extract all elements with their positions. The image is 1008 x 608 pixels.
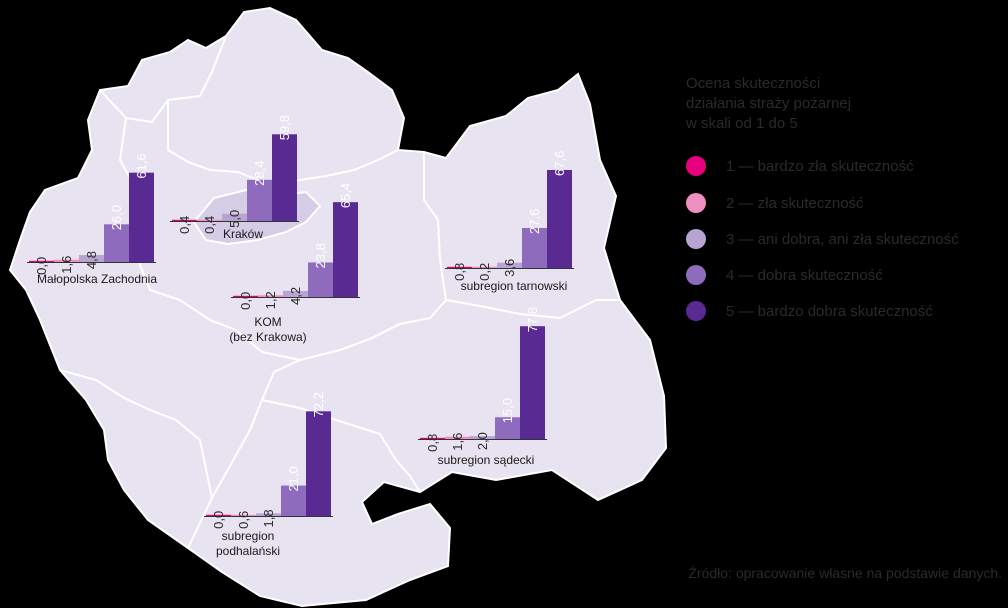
bar-value-label: 2,0: [475, 432, 490, 450]
legend-swatch-4: [686, 265, 706, 285]
legend-item-3: 3 — ani dobra, ani zła skuteczność: [686, 228, 959, 250]
legend-title: Ocena skuteczności działania straży poża…: [686, 75, 852, 132]
bar: [233, 295, 258, 297]
region-label: subregion: [222, 529, 275, 543]
bar-group: 0,0 1,2 4,2 23,8 65,4 KOM(bez Krakowa): [229, 183, 360, 344]
legend-item-1: 1 — bardzo zła skuteczność: [686, 155, 914, 177]
region-label: (bez Krakowa): [229, 330, 306, 344]
bar-value-label: 1,6: [59, 256, 74, 274]
bar-value-label: 4,2: [288, 287, 303, 305]
bar: [104, 224, 129, 262]
bar-value-label: 77,8: [525, 307, 540, 332]
bar-value-label: 3,6: [502, 259, 517, 277]
bar-value-label: 61,6: [134, 153, 149, 178]
bar: [272, 134, 297, 221]
bar: [470, 436, 495, 439]
legend-item-5: 5 — bardzo dobra skuteczność: [686, 300, 933, 322]
bar: [333, 202, 358, 297]
bar: [522, 227, 547, 268]
region-label: podhalański: [216, 544, 280, 558]
legend-label-2: 2 — zła skuteczność: [726, 194, 864, 212]
region-label: subregion sądecki: [438, 453, 535, 467]
bar-value-label: 0,6: [236, 511, 251, 529]
bar-value-label: 72,2: [311, 392, 326, 417]
bar-value-label: 15,0: [500, 398, 515, 423]
bar-value-label: 67,6: [552, 151, 567, 176]
bar-group: 0,4 0,4 5,0 28,4 59,8 Kraków: [170, 115, 299, 241]
bar: [172, 219, 197, 221]
bar-value-label: 59,8: [277, 115, 292, 140]
bar: [308, 262, 333, 297]
bar-value-label: 23,8: [313, 243, 328, 268]
bar-value-label: 21,0: [286, 466, 301, 491]
bar-value-label: 65,4: [338, 183, 353, 208]
bar: [129, 172, 154, 262]
legend-swatch-5: [686, 301, 706, 321]
bar: [258, 295, 283, 297]
region-label: Kraków: [223, 227, 263, 241]
bars-layer: 0,0 1,6 4,8 26,0 61,6 Małopolska Zachodnia 0,4…: [27, 115, 574, 558]
region-label: subregion tarnowski: [461, 279, 568, 293]
bar-value-label: 0,8: [452, 263, 467, 281]
bar-value-label: 0,8: [425, 434, 440, 452]
bar: [231, 514, 256, 516]
legend-label-1: 1 — bardzo zła skuteczność: [726, 157, 914, 175]
bar: [472, 266, 497, 268]
bar-value-label: 0,0: [34, 257, 49, 275]
legend-swatch-3: [686, 229, 706, 249]
bar-value-label: 4,8: [84, 251, 99, 269]
bar: [197, 219, 222, 221]
bar-value-label: 1,2: [263, 291, 278, 309]
legend-swatch-1: [686, 156, 706, 176]
bar: [306, 411, 331, 516]
bar: [281, 485, 306, 516]
bar-value-label: 5,0: [227, 210, 242, 228]
legend-swatch-2: [686, 193, 706, 213]
bar-value-label: 26,0: [109, 205, 124, 230]
legend-label-4: 4 — dobra skuteczność: [726, 266, 883, 284]
bar-value-label: 28,4: [252, 161, 267, 186]
bar-group: 0,8 1,6 2,0 15,0 77,8 subregion sądecki: [418, 307, 547, 467]
region-label: Małopolska Zachodnia: [37, 272, 157, 286]
bar-value-label: 27,6: [527, 209, 542, 234]
bar-value-label: 1,8: [261, 509, 276, 527]
voivodeship-shape: [8, 6, 668, 608]
bar: [420, 437, 445, 439]
bar: [547, 169, 572, 268]
bar: [247, 179, 272, 221]
bar: [283, 290, 308, 297]
bar: [222, 213, 247, 221]
bar-value-label: 1,6: [450, 433, 465, 451]
bar: [29, 260, 54, 262]
bar-value-label: 0,4: [177, 216, 192, 234]
bar-value-label: 0,2: [477, 263, 492, 281]
bar-value-label: 0,0: [211, 511, 226, 529]
region-label: KOM: [254, 315, 281, 329]
bar: [495, 417, 520, 439]
bar: [256, 513, 281, 516]
bar: [206, 514, 231, 516]
legend-item-4: 4 — dobra skuteczność: [686, 264, 883, 286]
bar-group: 0,0 1,6 4,8 26,0 61,6 Małopolska Zachodnia: [27, 153, 157, 286]
legend-label-5: 5 — bardzo dobra skuteczność: [726, 302, 933, 320]
bar-value-label: 0,0: [238, 292, 253, 310]
bar: [497, 262, 522, 268]
bar: [520, 326, 545, 439]
bar-value-label: 0,4: [202, 216, 217, 234]
bar: [447, 266, 472, 268]
bar: [445, 436, 470, 439]
bar-group: 0,8 0,2 3,6 27,6 67,6 subregion tarnowski: [445, 151, 574, 293]
bar: [54, 259, 79, 262]
bar: [79, 255, 104, 262]
legend-item-2: 2 — zła skuteczność: [686, 192, 864, 214]
source-note: Źródło: opracowanie własne na podstawie …: [688, 565, 1002, 581]
legend-label-3: 3 — ani dobra, ani zła skuteczność: [726, 230, 959, 248]
